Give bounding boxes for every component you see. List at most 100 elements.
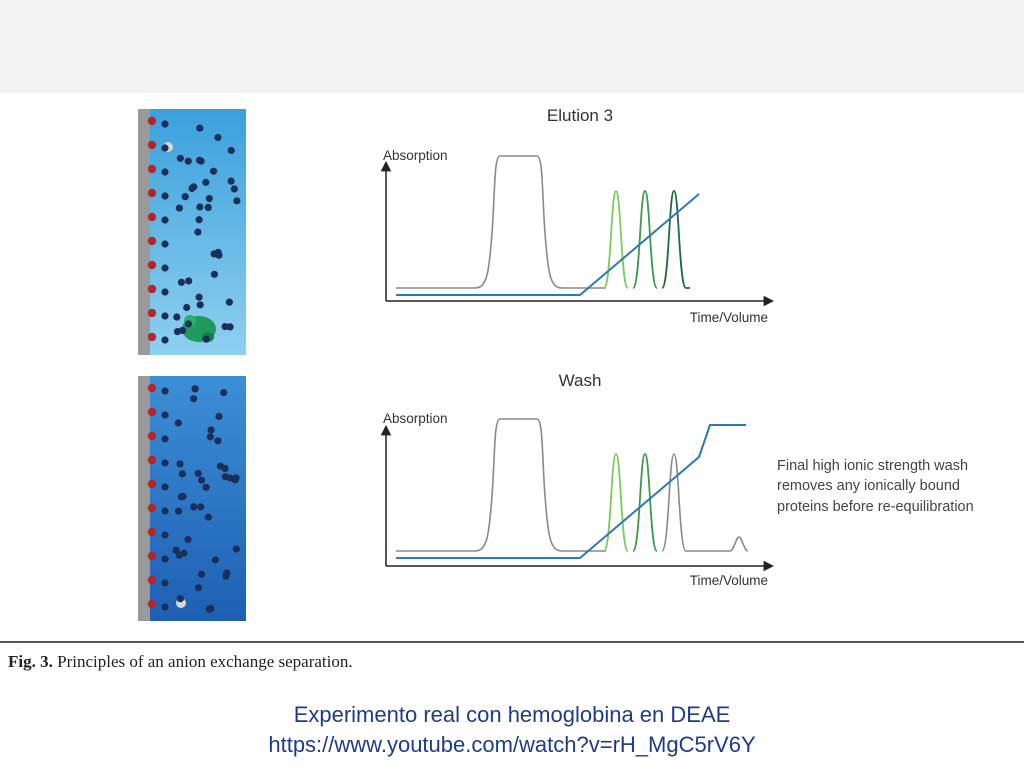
wash-peak-1: [603, 453, 629, 552]
positive-charge-marker: [147, 383, 157, 393]
figure-svg: Elution 3 Absorption Time/Volume Wash Ab…: [138, 106, 974, 621]
positive-charge-marker: [147, 308, 157, 318]
negative-ion-marker: [161, 459, 169, 467]
negative-ion-marker: [184, 535, 192, 544]
negative-ion-marker: [197, 476, 206, 484]
negative-ion-marker: [214, 133, 222, 142]
positive-charge-marker: [147, 188, 157, 198]
negative-ion-marker: [161, 411, 169, 419]
elution-gradient-line: [396, 193, 700, 296]
negative-ion-marker: [175, 204, 183, 212]
negative-ion-marker: [204, 513, 212, 521]
negative-ion-marker: [233, 197, 241, 205]
elution-y-label: Absorption: [383, 148, 448, 163]
negative-ion-marker: [202, 483, 210, 491]
negative-ion-marker: [161, 264, 169, 272]
negative-ion-marker: [184, 157, 192, 165]
figure-panel: Elution 3 Absorption Time/Volume Wash Ab…: [0, 93, 1024, 643]
ion-markers-top: [147, 116, 241, 344]
negative-ion-marker: [232, 545, 240, 553]
negative-ion-marker: [214, 437, 222, 445]
positive-charge-marker: [147, 260, 157, 270]
wash-y-label: Absorption: [383, 411, 448, 426]
positive-charge-marker: [147, 479, 157, 489]
negative-ion-marker: [195, 293, 203, 301]
negative-ion-marker: [194, 228, 202, 236]
negative-ion-marker: [227, 146, 235, 155]
negative-ion-marker: [221, 464, 229, 473]
negative-ion-marker: [174, 507, 183, 515]
negative-ion-marker: [161, 192, 169, 200]
negative-ion-marker: [220, 388, 228, 397]
negative-ion-marker: [161, 168, 169, 176]
negative-ion-marker: [174, 419, 182, 427]
positive-charge-marker: [147, 164, 157, 174]
positive-charge-marker: [147, 431, 157, 441]
negative-ion-marker: [183, 303, 191, 312]
wash-title: Wash: [559, 371, 602, 390]
positive-charge-marker: [147, 212, 157, 222]
footer-line-1: Experimento real con hemoglobina en DEAE: [293, 702, 731, 727]
wash-note-line-3: proteins before re-equilibration: [777, 499, 974, 515]
positive-charge-marker: [147, 551, 157, 561]
negative-ion-marker: [161, 336, 169, 344]
negative-ion-marker: [194, 584, 203, 592]
negative-ion-marker: [221, 473, 229, 481]
negative-ion-marker: [161, 579, 169, 587]
negative-ion-marker: [197, 570, 206, 578]
negative-ion-marker: [180, 549, 188, 557]
negative-ion-marker: [209, 167, 218, 175]
negative-ion-marker: [176, 460, 184, 468]
negative-ion-marker: [214, 248, 222, 257]
wash-note-line-2: removes any ionically bound: [777, 478, 960, 494]
wash-chart: Wash Absorption Time/Volume Final high i…: [380, 371, 974, 588]
negative-ion-marker: [176, 595, 184, 603]
wash-final-trace: [661, 453, 749, 552]
negative-ion-marker: [161, 507, 169, 515]
positive-charge-marker: [147, 140, 157, 150]
negative-ion-marker: [202, 335, 210, 343]
negative-ion-marker: [177, 493, 185, 501]
positive-charge-marker: [147, 527, 157, 537]
negative-ion-marker: [196, 301, 204, 309]
negative-ion-marker: [194, 469, 202, 477]
negative-ion-marker: [161, 531, 169, 539]
column-top-illustration: [138, 109, 246, 355]
negative-ion-marker: [177, 278, 186, 286]
positive-charge-marker: [147, 575, 157, 585]
negative-ion-marker: [161, 555, 169, 563]
negative-ion-marker: [161, 483, 169, 491]
footer-line-2[interactable]: https://www.youtube.com/watch?v=rH_MgC5r…: [268, 732, 756, 757]
negative-ion-marker: [184, 320, 193, 328]
negative-ion-marker: [205, 194, 213, 203]
negative-ion-marker: [221, 322, 229, 331]
negative-ion-marker: [222, 572, 230, 580]
negative-ion-marker: [161, 216, 169, 224]
elution-peak-1: [603, 190, 629, 289]
negative-ion-marker: [211, 556, 219, 564]
negative-ion-marker: [195, 216, 203, 224]
negative-ion-marker: [197, 503, 205, 511]
negative-ion-marker: [190, 395, 198, 403]
wash-peak-2: [632, 453, 658, 552]
slide-bottom-band: [0, 678, 1024, 768]
negative-ion-marker: [161, 387, 169, 395]
slide-top-band: [0, 0, 1024, 93]
figure-caption: Fig. 3. Principles of an anion exchange …: [8, 652, 353, 672]
negative-ion-marker: [225, 298, 233, 306]
positive-charge-marker: [147, 455, 157, 465]
negative-ion-marker: [206, 433, 214, 441]
positive-charge-marker: [147, 407, 157, 417]
negative-ion-marker: [178, 470, 187, 478]
wash-x-label: Time/Volume: [690, 573, 768, 588]
wash-absorption-trace: [396, 418, 606, 552]
negative-ion-marker: [161, 144, 169, 152]
elution-x-label: Time/Volume: [690, 310, 768, 325]
ion-markers-bottom: [147, 383, 240, 613]
positive-charge-marker: [147, 284, 157, 294]
elution-peak-2: [632, 190, 658, 289]
negative-ion-marker: [161, 288, 169, 296]
negative-ion-marker: [215, 412, 223, 421]
negative-ion-marker: [181, 193, 189, 201]
negative-ion-marker: [207, 426, 215, 434]
